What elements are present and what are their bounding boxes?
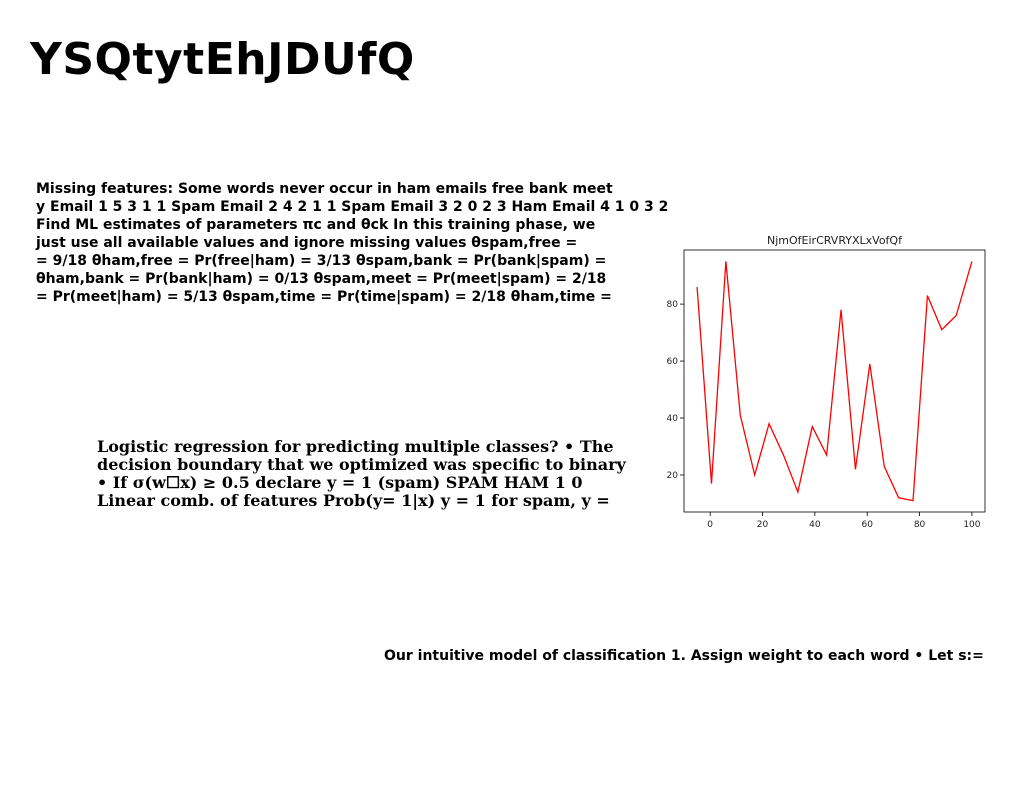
x-tick-label: 40 bbox=[809, 520, 821, 530]
series-line bbox=[696, 261, 973, 502]
text-line: Linear comb. of features Prob(y= 1|x) y … bbox=[97, 491, 610, 510]
slide-title: YSQtytEhJDUfQ bbox=[30, 34, 415, 85]
x-tick-label: 80 bbox=[914, 520, 926, 530]
line-chart: NjmOfEirCRVRYXLxVofQf 0 20 40 60 80 100 20 40 60 8… bbox=[660, 230, 1000, 530]
x-tick-label: 100 bbox=[963, 520, 980, 530]
text-line: Find ML estimates of parameters πc and θ… bbox=[36, 217, 596, 233]
text-line: θham,bank = Pr(bank|ham) = 0/13 θspam,me… bbox=[36, 271, 607, 287]
x-tick-label: 20 bbox=[757, 520, 769, 530]
text-line: y Email 1 5 3 1 1 Spam Email 2 4 2 1 1 S… bbox=[36, 199, 669, 215]
text-line: Logistic regression for predicting multi… bbox=[97, 437, 614, 456]
text-line: = Pr(meet|ham) = 5/13 θspam,time = Pr(ti… bbox=[36, 289, 612, 305]
text-line: Missing features: Some words never occur… bbox=[36, 181, 613, 197]
plot-frame bbox=[683, 249, 986, 513]
y-tick-label: 80 bbox=[667, 300, 679, 310]
logistic-regression-paragraph: Logistic regression for predicting multi… bbox=[97, 438, 637, 510]
missing-features-paragraph: Missing features: Some words never occur… bbox=[36, 180, 669, 306]
text-line: just use all available values and ignore… bbox=[36, 235, 578, 251]
text-line: • If σ(w☐x) ≥ 0.5 declare y = 1 (spam) S… bbox=[97, 473, 583, 492]
text-line: decision boundary that we optimized was … bbox=[97, 455, 626, 474]
chart-title: NjmOfEirCRVRYXLxVofQf bbox=[767, 234, 903, 247]
x-tick-label: 0 bbox=[707, 520, 713, 530]
y-tick-label: 60 bbox=[667, 357, 679, 367]
y-tick-label: 20 bbox=[667, 471, 679, 481]
y-tick-label: 40 bbox=[667, 414, 679, 424]
classification-model-paragraph: Our intuitive model of classification 1.… bbox=[384, 648, 984, 664]
x-tick-label: 60 bbox=[861, 520, 873, 530]
text-line: = 9/18 θham,free = Pr(free|ham) = 3/13 θ… bbox=[36, 253, 607, 269]
line-chart-svg: NjmOfEirCRVRYXLxVofQf 0 20 40 60 80 100 20 40 60 8… bbox=[667, 234, 986, 530]
